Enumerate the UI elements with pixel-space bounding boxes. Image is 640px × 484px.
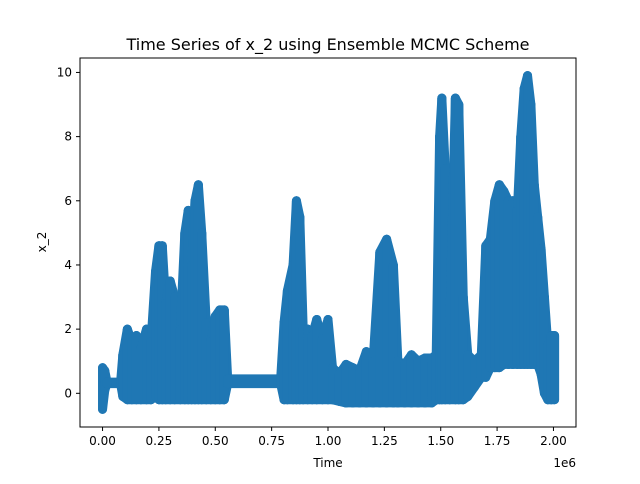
x-tick-label: 0.00 xyxy=(89,434,116,448)
x-axis: 0.00 0.25 0.50 0.75 1.00 1.25 1.50 1.75 2.00 xyxy=(89,427,567,448)
y-tick-label: 0 xyxy=(64,386,72,400)
x-tick-label: 2.00 xyxy=(540,434,567,448)
chart-title: Time Series of x_2 using Ensemble MCMC S… xyxy=(125,35,529,55)
y-axis: 0 2 4 6 8 10 xyxy=(57,65,80,400)
scatter-band-segment xyxy=(223,374,286,389)
x-tick-label: 1.25 xyxy=(371,434,398,448)
y-tick-label: 4 xyxy=(64,258,72,272)
plot-area xyxy=(98,71,560,414)
x-tick-label: 1.00 xyxy=(315,434,342,448)
y-tick-label: 10 xyxy=(57,65,72,79)
x-axis-label: Time xyxy=(312,456,342,470)
y-tick-label: 6 xyxy=(64,194,72,208)
x-tick-label: 0.75 xyxy=(258,434,285,448)
y-axis-label: x_2 xyxy=(35,232,49,253)
x-tick-label: 0.25 xyxy=(146,434,173,448)
y-tick-label: 8 xyxy=(64,130,72,144)
x-tick-label: 0.50 xyxy=(202,434,229,448)
x-tick-label: 1.75 xyxy=(484,434,511,448)
x-axis-offset-text: 1e6 xyxy=(553,456,576,470)
x-tick-label: 1.50 xyxy=(427,434,454,448)
y-tick-label: 2 xyxy=(64,322,72,336)
